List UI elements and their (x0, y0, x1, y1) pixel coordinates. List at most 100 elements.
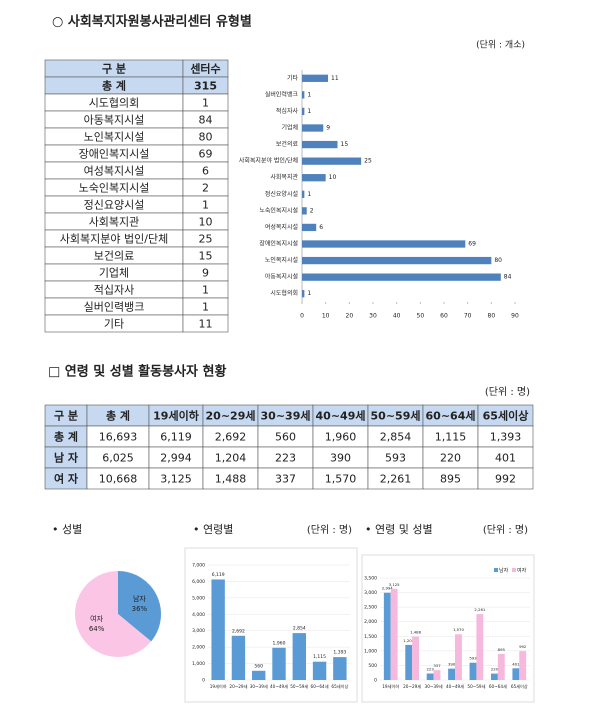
bar (292, 633, 306, 680)
data-label: 1 (307, 91, 311, 98)
x-tick-label: 60~64세 (311, 683, 329, 690)
table-text: 아동복지시설 (84, 114, 145, 127)
bar (302, 240, 466, 248)
table-text: 2,994 (160, 452, 192, 465)
table-text: 1,115 (435, 431, 467, 444)
bar (302, 107, 305, 116)
bar (252, 670, 266, 680)
data-label: 560 (254, 663, 263, 669)
y-tick-label: 5,000 (192, 595, 205, 601)
section-title: ○ 사회복지자원봉사관리센터 유형별 (52, 14, 252, 30)
table-text: 총 계 (54, 430, 78, 444)
bar (491, 673, 498, 680)
data-label: 9 (326, 125, 330, 132)
y-tick-label: 3,000 (364, 590, 377, 596)
x-tick-label: 40~49세 (270, 683, 288, 690)
data-label: 15 (341, 141, 349, 148)
y-tick-label: 2,500 (364, 605, 377, 611)
table-text: 사회복지관 (89, 216, 140, 229)
table-text: 6,025 (102, 452, 134, 465)
table-header: 65세이상 (483, 409, 529, 423)
y-tick-label: 7,000 (192, 563, 205, 569)
y-tick-label: 장애인복지시설 (259, 240, 298, 248)
x-tick-label: 50~59세 (290, 683, 308, 690)
pie-slice (75, 571, 152, 657)
chart-title: • 연령 및 성별 (365, 523, 433, 536)
table-text: 9 (202, 267, 209, 280)
table-text: 1,488 (215, 473, 247, 486)
table-text: 노숙인복지시설 (79, 182, 150, 195)
table-header: 구 분 (54, 410, 78, 423)
bar (448, 668, 455, 680)
x-tick-label: 20 (346, 313, 354, 320)
data-label: 1 (307, 290, 311, 297)
y-tick-label: 1,500 (364, 634, 377, 640)
table-cell (182, 314, 229, 333)
table-text: 15 (199, 250, 213, 263)
table-text: 보건의료 (94, 250, 134, 263)
y-tick-label: 500 (368, 663, 377, 669)
bar (412, 636, 419, 680)
x-tick-label: 0 (300, 313, 304, 320)
x-tick-label: 40~49세 (446, 683, 464, 690)
bar (272, 647, 286, 680)
unit: (단위 : 명) (485, 385, 530, 398)
data-label: 223 (427, 667, 435, 672)
table-text: 1 (202, 199, 209, 212)
table-text: 10 (199, 216, 213, 229)
data-label: 6,119 (212, 572, 225, 578)
x-tick-label: 60~64세 (489, 683, 507, 690)
y-tick-label: 0 (202, 678, 205, 684)
table-header: 30~39세 (261, 409, 311, 423)
data-label: 1,115 (313, 654, 326, 660)
bar (383, 592, 391, 680)
data-label: 1,204 (403, 638, 414, 643)
data-label: 2,261 (474, 607, 485, 612)
pie-slice (118, 571, 162, 642)
table-text: 1 (202, 284, 209, 297)
legend-label: 남자 (499, 567, 509, 574)
x-tick-label: 60 (440, 313, 448, 320)
table-text: 16,693 (99, 431, 138, 444)
bar (476, 614, 484, 680)
table-text: 실버인력뱅크 (84, 301, 145, 314)
bar (302, 140, 338, 149)
bar (302, 290, 305, 298)
bar (455, 634, 462, 680)
table-text: 6 (202, 165, 209, 178)
table-text: 25 (199, 233, 213, 246)
legend-swatch (494, 568, 498, 572)
bar (433, 670, 441, 680)
data-label: 84 (504, 274, 512, 281)
data-label: 25 (364, 158, 372, 165)
data-label: 220 (491, 667, 499, 672)
data-label: 2,692 (232, 628, 245, 634)
bar (497, 653, 505, 680)
x-tick-label: 80 (488, 313, 496, 320)
x-tick-label: 20~29세 (229, 683, 247, 690)
data-label: 401 (512, 661, 520, 666)
table-header: 센터수 (190, 62, 220, 76)
table-header: 50~59세 (371, 409, 421, 423)
data-label: 1,393 (333, 650, 346, 656)
bar (302, 207, 307, 215)
x-tick-label: 30 (369, 313, 377, 320)
bar (469, 662, 477, 680)
y-tick-label: 실버인력뱅크 (265, 90, 299, 98)
data-label: 390 (448, 662, 456, 667)
data-label: 2,994 (382, 586, 393, 591)
table-text: 80 (199, 131, 213, 144)
data-label: 895 (498, 647, 506, 652)
table-text: 560 (275, 431, 296, 444)
x-tick-label: 50~59세 (467, 683, 485, 690)
table-text: 992 (495, 473, 516, 486)
y-tick-label: 아동복지시설 (265, 273, 298, 281)
bar (312, 661, 327, 680)
slice-label: 여자 (90, 614, 103, 623)
legend-label: 여자 (517, 567, 527, 574)
bar (302, 223, 317, 232)
y-tick-label: 6,000 (192, 579, 205, 585)
y-tick-label: 3,500 (364, 576, 377, 582)
